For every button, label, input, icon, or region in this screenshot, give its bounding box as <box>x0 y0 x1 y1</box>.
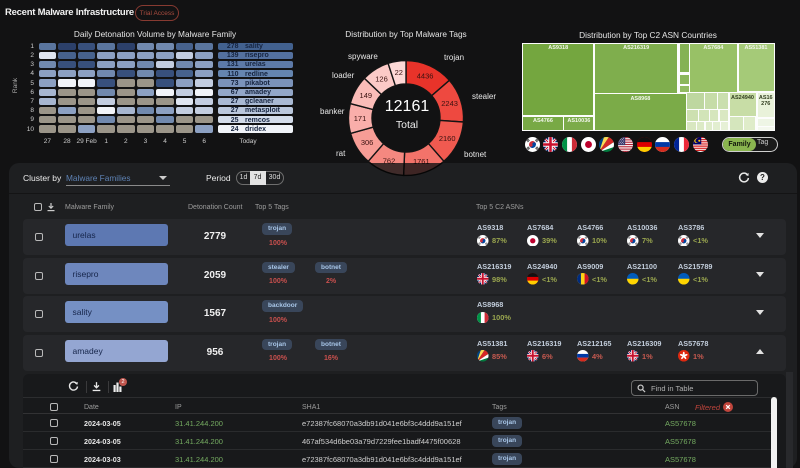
svg-text:4436: 4436 <box>417 72 434 81</box>
svg-text:306: 306 <box>361 138 374 147</box>
svg-text:22: 22 <box>395 68 403 77</box>
svg-text:1761: 1761 <box>413 163 430 166</box>
svg-text:1761: 1761 <box>413 157 430 166</box>
svg-text:762: 762 <box>383 156 396 165</box>
svg-text:762: 762 <box>383 163 396 165</box>
svg-text:2160: 2160 <box>439 134 456 143</box>
svg-text:2243: 2243 <box>441 99 458 108</box>
svg-text:149: 149 <box>360 91 373 100</box>
svg-text:171: 171 <box>354 114 367 123</box>
svg-text:126: 126 <box>375 75 388 84</box>
